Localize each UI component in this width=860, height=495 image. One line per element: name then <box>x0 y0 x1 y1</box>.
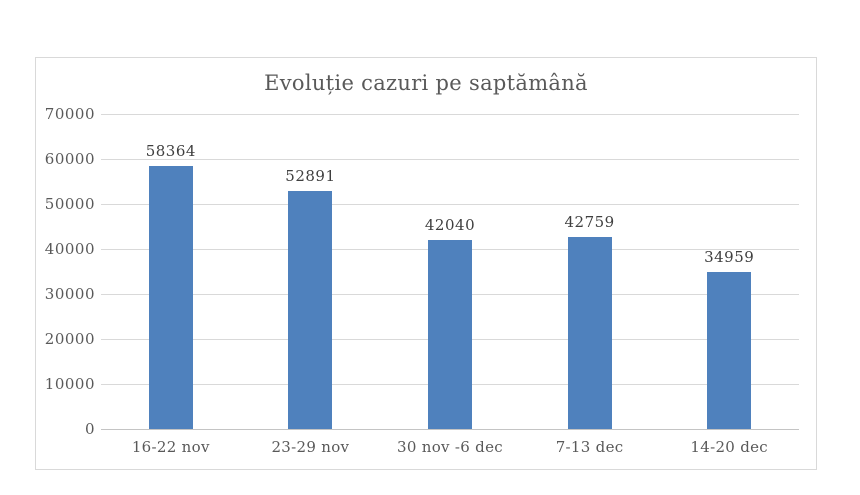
bar-value-label: 42759 <box>564 212 615 231</box>
y-tick-label: 0 <box>84 420 95 438</box>
x-axis: 16-22 nov 23-29 nov 30 nov -6 dec 7-13 dec 1… <box>101 438 799 460</box>
chart-frame: Evoluție cazuri pe saptămână 0 10000 20000… <box>35 57 817 470</box>
bar <box>428 239 472 429</box>
y-tick-label: 20000 <box>44 330 95 348</box>
bar-value-label: 58364 <box>145 142 196 161</box>
chart-title: Evoluție cazuri pe saptămână <box>264 71 588 95</box>
bar <box>567 236 612 429</box>
bar <box>148 166 193 429</box>
x-tick-label: 16-22 nov <box>131 438 210 456</box>
x-axis-line <box>101 429 799 430</box>
y-gridline <box>101 159 799 160</box>
plot-area: 58364 52891 42040 42759 34959 <box>101 114 799 430</box>
y-tick-label: 60000 <box>44 150 95 168</box>
x-tick-label: 14-20 dec <box>690 438 768 456</box>
bar <box>288 191 333 429</box>
y-axis: 0 10000 20000 30000 40000 50000 60000 70000 <box>36 105 95 438</box>
bar-value-label: 42040 <box>424 215 476 234</box>
x-tick-label: 23-29 nov <box>271 438 350 456</box>
y-tick-label: 50000 <box>44 195 95 213</box>
bar-value-label: 52891 <box>285 167 336 185</box>
y-gridline <box>101 204 799 205</box>
x-tick-label: 7-13 dec <box>555 438 624 456</box>
y-tick-label: 40000 <box>44 240 95 258</box>
y-tick-label: 70000 <box>44 105 95 123</box>
y-tick-label: 30000 <box>44 285 95 303</box>
bar-value-label: 34959 <box>704 247 755 266</box>
y-gridline <box>101 114 799 115</box>
y-tick-label: 10000 <box>44 375 95 393</box>
x-tick-label: 30 nov -6 dec <box>397 438 503 456</box>
bar <box>707 271 752 429</box>
